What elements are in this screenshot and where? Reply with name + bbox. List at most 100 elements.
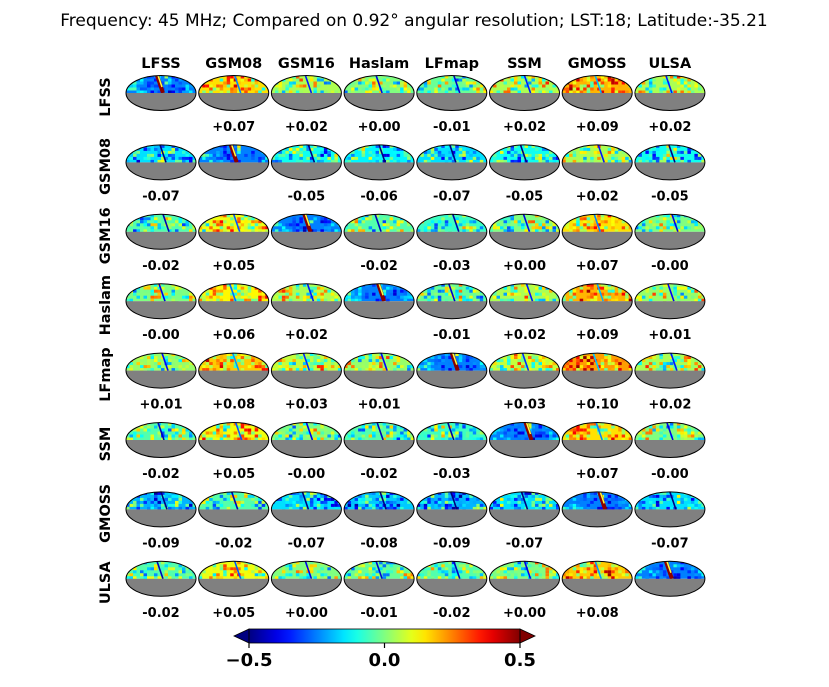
sky-map-cell: -0.02 (125, 422, 197, 482)
colorbar-max-extend (519, 628, 536, 644)
difference-label: -0.09 (142, 536, 179, 551)
sky-map-cell (270, 213, 342, 250)
difference-label: -0.02 (215, 536, 252, 551)
sky-map-cell: +0.00 (489, 560, 560, 621)
colorbar-tick-label: 0.5 (504, 650, 536, 671)
difference-label: -0.07 (142, 189, 179, 204)
difference-label: -0.01 (360, 606, 397, 621)
column-header: Haslam (349, 56, 409, 72)
difference-label: +0.02 (285, 328, 328, 343)
difference-label: +0.00 (503, 259, 546, 274)
difference-label: -0.02 (360, 259, 397, 274)
sky-map-cell: -0.05 (270, 144, 342, 204)
sky-map-cell: +0.02 (561, 144, 633, 204)
column-headers: LFSS GSM08 GSM16 Haslam LFmap SSM GMOSS ULSA (141, 56, 692, 72)
difference-label: +0.01 (140, 398, 183, 413)
sky-map-cell: +0.00 (489, 213, 560, 274)
column-header: GSM08 (205, 56, 262, 72)
sky-map-cell: +0.02 (634, 352, 706, 413)
difference-label: +0.02 (648, 120, 691, 135)
difference-label: -0.07 (651, 536, 688, 551)
difference-label: +0.02 (576, 189, 619, 204)
sky-map-cell: -0.00 (634, 213, 706, 274)
sky-map-cell: +0.10 (561, 352, 633, 413)
difference-label: -0.03 (433, 467, 470, 482)
sky-map-cell: +0.03 (489, 352, 560, 413)
sky-map-cell (634, 560, 706, 597)
sky-map-cell: +0.02 (270, 283, 342, 343)
sky-map-cell: -0.07 (270, 491, 342, 551)
sky-map-cell: -0.01 (343, 560, 415, 621)
row-header: LFmap (98, 347, 114, 401)
difference-label: +0.00 (285, 606, 328, 621)
sky-map-cell (198, 144, 270, 181)
row-header: GSM16 (98, 207, 114, 264)
colorbar: −0.5 0.0 0.5 (226, 628, 536, 671)
sky-map-cell: -0.08 (343, 491, 415, 551)
difference-label: +0.02 (648, 398, 691, 413)
sky-map-cell: -0.02 (343, 422, 415, 482)
difference-label: -0.00 (651, 467, 688, 482)
row-header: LFSS (98, 77, 114, 116)
difference-label: -0.08 (360, 536, 397, 551)
difference-label: +0.10 (576, 398, 619, 413)
difference-label: -0.02 (142, 606, 179, 621)
difference-label: -0.07 (288, 536, 325, 551)
difference-label: +0.01 (358, 398, 401, 413)
column-header: LFSS (141, 56, 180, 72)
difference-label: -0.07 (506, 536, 543, 551)
difference-label: -0.02 (360, 467, 397, 482)
sky-map-cell (125, 75, 197, 111)
difference-label: +0.01 (648, 328, 691, 343)
difference-label: -0.06 (360, 189, 397, 204)
sky-map-cell: +0.00 (343, 75, 415, 135)
sky-map-cell: +0.07 (198, 75, 270, 135)
colorbar-min-extend (233, 628, 250, 644)
sky-map-cell: -0.06 (343, 144, 415, 204)
difference-label: -0.05 (506, 189, 543, 204)
sky-map-cell: +0.01 (634, 283, 706, 343)
difference-label: +0.07 (576, 259, 619, 274)
sky-map-cell: -0.05 (489, 144, 560, 204)
difference-label: +0.08 (576, 606, 619, 621)
sky-map-cell: +0.07 (561, 422, 633, 482)
difference-label: -0.02 (433, 606, 470, 621)
sky-map-cell: -0.03 (416, 422, 488, 482)
column-header: LFmap (425, 56, 479, 72)
difference-label: -0.00 (651, 259, 688, 274)
sky-map-cell: -0.07 (489, 491, 560, 551)
sky-map-cell: -0.09 (416, 491, 488, 551)
sky-map-cell: -0.07 (416, 144, 488, 204)
sky-map-cell: +0.03 (270, 352, 342, 413)
difference-label: +0.06 (212, 328, 255, 343)
sky-map-cell: -0.02 (416, 560, 488, 621)
sky-map-cell: -0.07 (634, 491, 706, 551)
row-header: SSM (98, 427, 114, 462)
sky-map-cell: -0.02 (125, 213, 197, 274)
sky-map-cell: +0.02 (489, 283, 560, 343)
sky-map-cell: +0.05 (198, 422, 270, 482)
row-header: Haslam (98, 275, 114, 335)
difference-label: -0.03 (433, 259, 470, 274)
sky-map-cell: -0.01 (416, 75, 488, 135)
difference-label: +0.07 (576, 467, 619, 482)
difference-label: -0.01 (433, 120, 470, 135)
difference-label: +0.00 (503, 606, 546, 621)
row-headers: LFSS GSM08 GSM16 Haslam LFmap SSM GMOSS ULSA (98, 77, 114, 604)
row-header: ULSA (98, 561, 114, 604)
sky-map-cell: +0.01 (125, 352, 197, 413)
difference-label: -0.05 (288, 189, 325, 204)
difference-label: +0.05 (212, 259, 255, 274)
sky-map-cell: -0.09 (125, 491, 197, 551)
sky-map-cell: +0.02 (270, 75, 342, 135)
column-header: GSM16 (278, 56, 335, 72)
sky-map-cell: +0.02 (489, 75, 560, 135)
sky-map-cell: +0.02 (634, 75, 706, 135)
difference-label: +0.08 (212, 398, 255, 413)
colorbar-tick-label: −0.5 (226, 650, 273, 671)
sky-map-cell (561, 491, 633, 528)
sky-map-cell: -0.02 (343, 213, 415, 274)
sky-map-cell: +0.07 (561, 213, 633, 274)
sky-map-cell: +0.09 (561, 75, 633, 135)
